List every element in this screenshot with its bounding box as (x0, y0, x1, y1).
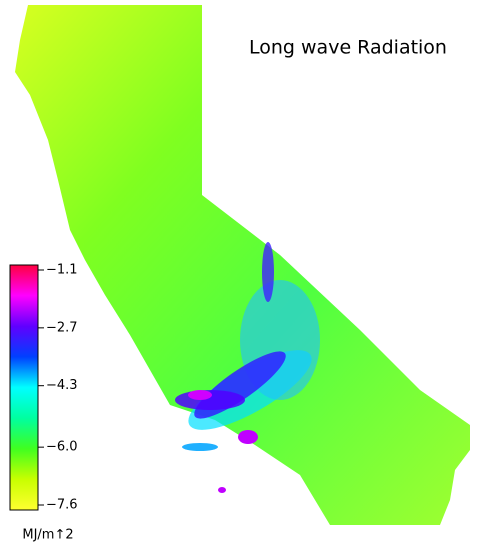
colorbar-tick-label: −7.6 (46, 498, 78, 513)
colorbar: −1.1 −2.7 −4.3 −6.0 −7.6 (9, 263, 78, 513)
colorbar-gradient (9, 264, 39, 511)
colorbar-tick-label: −2.7 (46, 320, 78, 335)
state-shape (15, 5, 470, 525)
colorbar-tick-label: −6.0 (46, 440, 78, 455)
colorbar-tick-label: −1.1 (46, 263, 78, 278)
california-map (15, 5, 470, 525)
colorbar-unit: MJ/m↑2 (22, 528, 73, 543)
low-radiation-region (175, 242, 320, 493)
colorbar-tick-label: −4.3 (46, 378, 78, 393)
map-title: Long wave Radiation (249, 37, 447, 59)
